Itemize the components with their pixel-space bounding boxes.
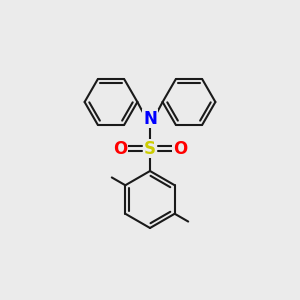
Text: O: O [113, 140, 127, 158]
Text: S: S [144, 140, 156, 158]
Text: N: N [143, 110, 157, 128]
Text: O: O [173, 140, 187, 158]
